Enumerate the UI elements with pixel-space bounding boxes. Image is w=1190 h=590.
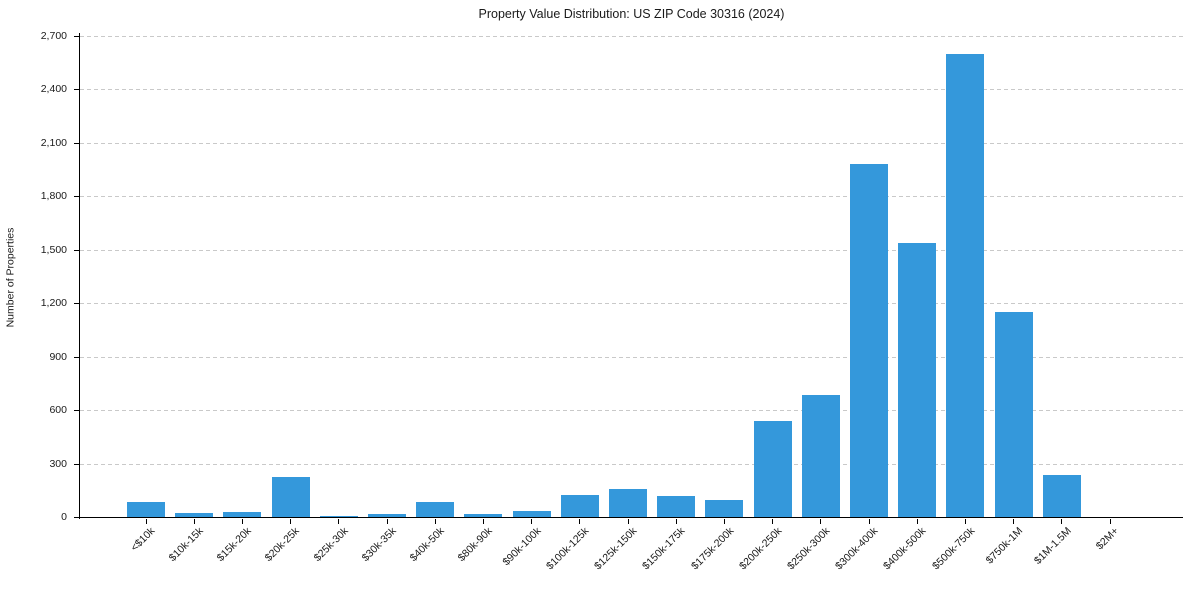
bar-15k-20k: [223, 512, 262, 518]
y-axis-tick: [74, 303, 80, 304]
x-tick-label: $15k-20k: [214, 525, 254, 565]
x-axis-line: [80, 517, 1183, 519]
y-tick-label: 600: [49, 404, 67, 416]
y-axis-tick: [74, 356, 80, 358]
x-axis-tick: [627, 518, 629, 524]
bar-10k-15k: [175, 513, 214, 518]
gridline-300: [80, 463, 1183, 465]
y-tick-label: 1,500: [40, 243, 67, 256]
bar-25k-30k: [319, 515, 358, 518]
chart-title: Property Value Distribution: US ZIP Code…: [478, 7, 785, 21]
bar-250k-300k: [801, 395, 840, 518]
x-axis-tick: [482, 518, 484, 524]
x-axis-tick: [1013, 518, 1015, 524]
x-axis-tick: [675, 518, 677, 524]
y-axis-tick: [74, 249, 80, 251]
y-axis-tick: [74, 410, 80, 411]
gridline-1800: [80, 196, 1183, 197]
x-axis-tick: [145, 518, 147, 524]
bar-30k-35k: [368, 513, 406, 518]
y-tick-label: 0: [61, 511, 67, 523]
x-tick-label: $10k-15k: [166, 525, 206, 565]
y-axis-label: Number of Properties: [4, 227, 17, 328]
x-tick-label: $500k-750k: [929, 525, 977, 573]
x-axis-tick: [434, 518, 436, 524]
gridline-2400: [80, 89, 1183, 90]
y-tick-label: 2,700: [40, 29, 67, 42]
bar-125k-150k: [609, 488, 647, 518]
x-axis-tick: [916, 518, 918, 524]
x-tick-label: <$10k: [128, 525, 158, 554]
y-axis-tick: [74, 142, 80, 144]
y-axis-tick: [74, 196, 80, 197]
x-axis-tick: [1109, 518, 1111, 524]
bar-90k-100k: [512, 511, 551, 518]
x-axis-tick: [723, 518, 725, 524]
bar-400k-500k: [898, 242, 937, 518]
gridline-1500: [80, 249, 1183, 251]
x-tick-label: $250k-300k: [785, 525, 833, 573]
x-axis-tick: [241, 518, 243, 524]
x-tick-label: $750k-1M: [983, 525, 1026, 567]
y-tick-label: 300: [49, 457, 67, 470]
bar-500k-750k: [946, 53, 985, 518]
x-axis-tick: [820, 518, 822, 524]
y-tick-label: 1,800: [40, 190, 67, 202]
y-axis-line: [79, 33, 81, 519]
y-tick-label: 2,100: [40, 136, 67, 149]
bar-175k-200k: [705, 499, 744, 518]
gridline-1200: [80, 303, 1183, 304]
x-tick-label: $175k-200k: [688, 525, 736, 573]
y-tick-label: 900: [49, 350, 67, 363]
x-axis-tick: [338, 518, 340, 524]
gridline-900: [80, 356, 1183, 358]
x-axis-tick: [964, 518, 966, 524]
bar-10k: [127, 502, 165, 518]
x-axis-tick: [386, 518, 388, 524]
x-tick-label: $25k-30k: [311, 525, 351, 565]
y-axis-tick: [74, 517, 80, 518]
y-axis-tick: [74, 89, 80, 90]
y-tick-label: 2,400: [40, 83, 67, 95]
bar-750k-1m: [994, 312, 1033, 518]
bar-20k-25k: [271, 477, 310, 518]
x-tick-label: $40k-50k: [407, 525, 447, 565]
x-tick-label: $200k-250k: [736, 525, 785, 573]
bar-40k-50k: [416, 502, 455, 518]
gridline-2700: [80, 35, 1183, 37]
x-tick-label: $150k-175k: [640, 525, 688, 573]
gridline-600: [80, 410, 1183, 411]
x-axis-tick: [193, 518, 195, 524]
bar-150k-175k: [657, 496, 696, 518]
bar-200k-250k: [753, 421, 792, 518]
x-tick-label: $80k-90k: [455, 525, 495, 565]
bar-1m-1-5m: [1042, 474, 1081, 518]
x-tick-label: $400k-500k: [881, 525, 929, 573]
x-tick-label: $1M-1.5M: [1031, 525, 1074, 567]
x-axis-tick: [290, 518, 292, 524]
x-axis-tick: [1061, 518, 1063, 524]
x-axis-tick: [531, 518, 533, 524]
bar-100k-125k: [560, 495, 599, 518]
x-axis-tick: [772, 518, 774, 524]
x-axis-tick: [868, 518, 870, 524]
x-tick-label: $20k-25k: [263, 525, 303, 565]
x-tick-label: $2M+: [1094, 525, 1122, 553]
x-tick-label: $125k-150k: [592, 525, 640, 573]
x-tick-label: $300k-400k: [833, 525, 881, 573]
y-tick-label: 1,200: [40, 297, 67, 309]
x-axis-tick: [579, 518, 581, 524]
bar-300k-400k: [850, 164, 888, 518]
x-tick-label: $100k-125k: [544, 525, 592, 573]
x-tick-label: $90k-100k: [499, 525, 544, 569]
gridline-2100: [80, 142, 1183, 144]
x-tick-label: $30k-35k: [359, 525, 399, 565]
y-axis-tick: [74, 463, 80, 465]
bar-80k-90k: [464, 513, 503, 518]
y-axis-tick: [74, 35, 80, 37]
